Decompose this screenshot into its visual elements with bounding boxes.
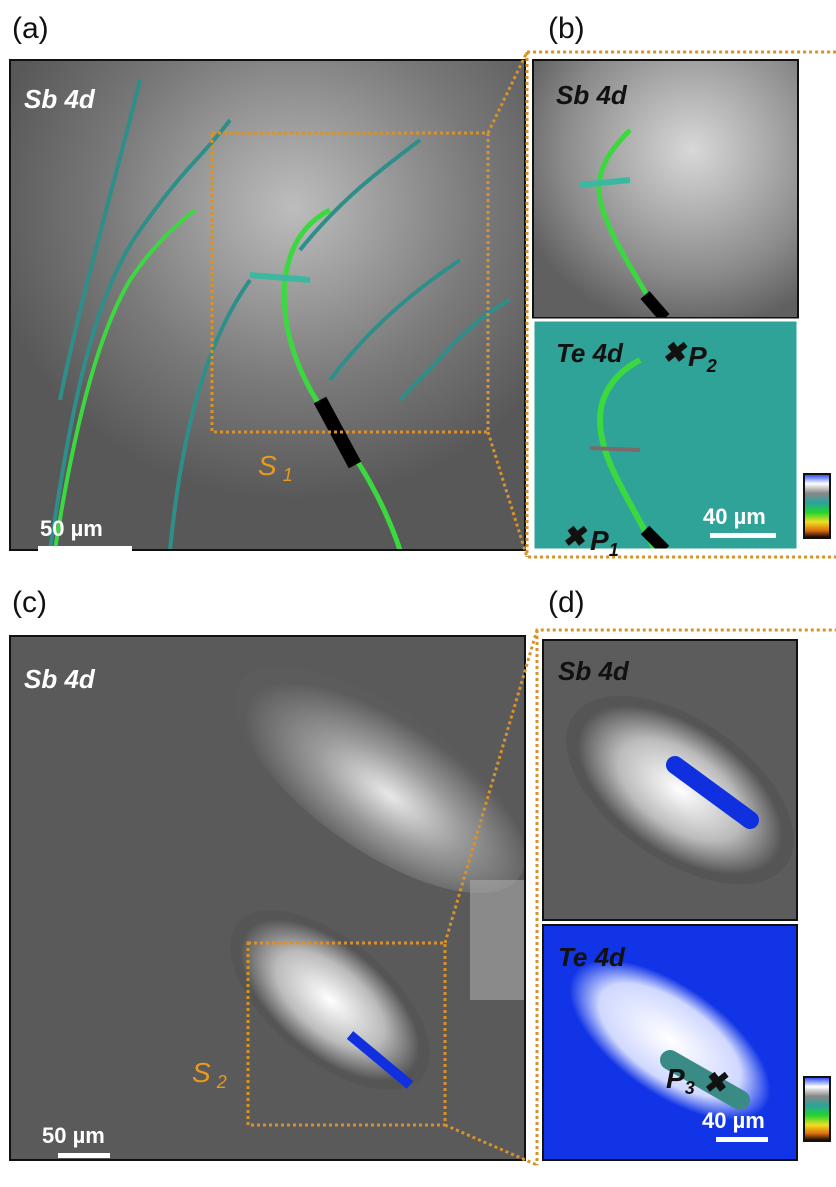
point-label: P3 [666,1063,695,1098]
streak-bright [596,357,658,550]
point-sub: 2 [706,356,717,376]
blue-spot [666,756,759,829]
streak [579,177,631,188]
streak-bright [596,128,663,318]
point-letter: P [688,341,707,372]
teal-spot [660,1050,750,1110]
element-label: Te 4d [556,338,624,368]
streak-bright [53,208,197,550]
point-marker: ✖ [662,337,688,368]
panel-label: (d) [548,586,585,619]
point-marker: ✖ [562,521,588,552]
zoom-box [246,941,447,1127]
hotspot [313,396,362,469]
region-letter: S [258,450,277,481]
scale-bar-label: 40 µm [702,1108,765,1133]
frame [542,639,798,921]
element-label: Sb 4d [24,664,96,694]
zoom-lines [443,628,836,1167]
scale-bar [58,1153,110,1158]
image-bg [533,320,798,550]
zoom-lines [486,50,836,559]
streak [249,272,311,283]
panel-label: (a) [12,12,49,45]
region-sub: 1 [283,465,293,485]
image-bg [533,60,798,318]
frame [542,924,798,1161]
colorbar [803,1076,831,1142]
point-marker: ✖ [703,1067,729,1098]
image-b-bottom [533,320,798,550]
point-sub: 3 [685,1078,695,1098]
hotspot [640,525,670,550]
streak [589,446,641,452]
element-label: Sb 4d [24,84,96,114]
image-c [10,636,525,1160]
scale-bar-label: 40 µm [703,504,766,529]
frame [9,59,526,551]
zoom-box [210,131,490,434]
scale-bar [716,1137,768,1142]
scale-bar [38,546,132,551]
frame [532,59,799,319]
point-letter: P [590,525,609,556]
scale-bar [710,533,776,538]
bright-region [566,695,794,885]
bright-region [230,910,430,1090]
image-d-top [543,640,797,920]
image-bg [10,60,525,550]
point-sub: 1 [609,540,619,560]
element-label: Te 4d [558,942,626,972]
scale-bar-label: 50 µm [40,516,103,541]
colorbar [803,473,831,539]
image-b-top [533,60,798,318]
image-d-bottom [543,925,797,1160]
bright-region [470,880,525,1000]
point-label: P2 [688,341,717,376]
scale-bar-label: 50 µm [42,1123,105,1148]
image-a [10,60,525,550]
blue-spot [346,1031,414,1089]
streak-bright [281,207,403,550]
element-label: Sb 4d [558,656,630,686]
hotspot [640,291,670,318]
point-letter: P [666,1063,685,1094]
frame [9,635,526,1161]
point-label: P1 [590,525,619,560]
panel-label: (c) [12,586,47,619]
panel-label: (b) [548,12,585,45]
bright-region [235,666,525,894]
element-label: Sb 4d [556,80,628,110]
frame [531,318,800,552]
region-sub: 2 [216,1072,227,1092]
region-letter: S [192,1057,211,1088]
streaks [48,79,511,550]
